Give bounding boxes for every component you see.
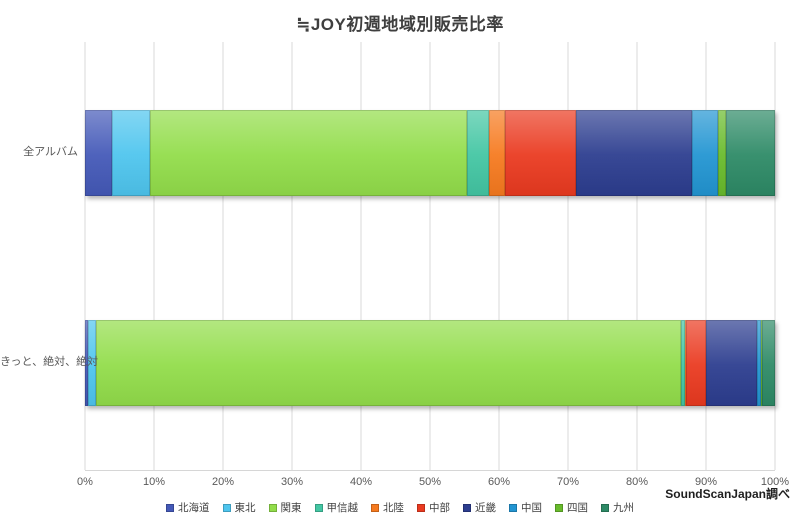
segment-関東: [149, 110, 468, 196]
legend: 北海道 東北 関東 甲信越 北陸 中部 近畿 中国 四国 九州: [0, 500, 800, 515]
legend-swatch-甲信越: [314, 503, 323, 512]
segment-九州: [726, 110, 775, 196]
legend-item-九州: 九州: [601, 500, 634, 515]
segment-甲信越: [681, 320, 686, 406]
chart-title: ≒JOY初週地域別販売比率: [296, 15, 504, 34]
segment-中部: [504, 110, 576, 196]
stacked-bar-全アルバム: [85, 110, 775, 196]
gridline-70%: [567, 42, 569, 470]
gridline-40%: [360, 42, 362, 470]
legend-swatch-北海道: [166, 503, 174, 512]
x-tick-label-10%: 10%: [142, 476, 166, 488]
legend-item-北海道: 北海道: [166, 500, 210, 515]
x-tick-label-0%: 0%: [77, 476, 93, 488]
legend-label-四国: 四国: [567, 502, 588, 514]
gridline-0%: [84, 42, 86, 470]
x-tick-label-90%: 90%: [694, 476, 718, 488]
segment-中部: [686, 320, 707, 406]
legend-label-中国: 中国: [521, 502, 542, 514]
legend-swatch-中国: [509, 503, 517, 512]
legend-swatch-中部: [417, 503, 425, 512]
gridline-20%: [222, 42, 224, 470]
gridline-80%: [636, 42, 638, 470]
segment-九州: [761, 320, 776, 406]
segment-甲信越: [467, 110, 490, 196]
legend-swatch-東北: [222, 503, 231, 512]
legend-item-四国: 四国: [555, 500, 588, 515]
segment-近畿: [706, 320, 758, 406]
segment-中国: [757, 320, 762, 406]
segment-東北: [87, 320, 97, 406]
segment-北陸: [685, 320, 686, 406]
legend-swatch-九州: [601, 503, 609, 512]
segment-関東: [96, 320, 682, 406]
x-tick-label-30%: 30%: [280, 476, 304, 488]
legend-swatch-関東: [268, 503, 277, 512]
legend-swatch-北陸: [371, 503, 379, 512]
legend-label-東北: 東北: [234, 502, 256, 514]
y-category-label: きっと、絶対、絶対: [0, 356, 99, 368]
legend-label-関東: 関東: [280, 502, 302, 514]
legend-item-東北: 東北: [222, 500, 256, 515]
segment-北陸: [489, 110, 505, 196]
gridline-10%: [153, 42, 155, 470]
gridline-30%: [291, 42, 293, 470]
x-tick-label-80%: 80%: [625, 476, 649, 488]
segment-東北: [111, 110, 150, 196]
legend-item-中部: 中部: [417, 500, 450, 515]
x-tick-label-40%: 40%: [349, 476, 373, 488]
gridline-90%: [705, 42, 707, 470]
x-tick-label-70%: 70%: [556, 476, 580, 488]
legend-swatch-四国: [555, 503, 563, 512]
plot-area: [84, 42, 776, 471]
x-tick-label-50%: 50%: [418, 476, 442, 488]
segment-北海道: [85, 110, 112, 196]
legend-label-北陸: 北陸: [383, 502, 404, 514]
stacked-bar-きっと、絶対、絶対: [85, 320, 776, 406]
legend-item-関東: 関東: [268, 500, 302, 515]
legend-item-近畿: 近畿: [463, 500, 496, 515]
x-tick-label-60%: 60%: [487, 476, 511, 488]
legend-swatch-近畿: [463, 503, 471, 512]
legend-item-甲信越: 甲信越: [314, 500, 359, 515]
legend-item-中国: 中国: [509, 500, 542, 515]
legend-item-北陸: 北陸: [371, 500, 404, 515]
segment-四国: [717, 110, 727, 196]
x-tick-label-20%: 20%: [211, 476, 235, 488]
legend-label-甲信越: 甲信越: [326, 502, 359, 514]
legend-label-九州: 九州: [613, 502, 634, 514]
segment-北海道: [85, 320, 88, 406]
x-axis-ticks: 0% 10% 20% 30% 40% 50% 60% 70% 80% 90% 100%: [77, 476, 789, 490]
segment-近畿: [575, 110, 692, 196]
gridline-60%: [498, 42, 500, 470]
segment-四国: [761, 320, 762, 406]
legend-label-北海道: 北海道: [178, 502, 210, 514]
legend-label-中部: 中部: [429, 502, 450, 514]
source-note: SoundScanJapan調べ: [665, 487, 790, 501]
segment-中国: [691, 110, 718, 196]
y-category-label: 全アルバム: [23, 146, 78, 158]
legend-label-近畿: 近畿: [475, 502, 496, 514]
gridline-100%: [774, 42, 776, 470]
x-tick-label-100%: 100%: [760, 476, 790, 488]
gridline-50%: [429, 42, 431, 470]
